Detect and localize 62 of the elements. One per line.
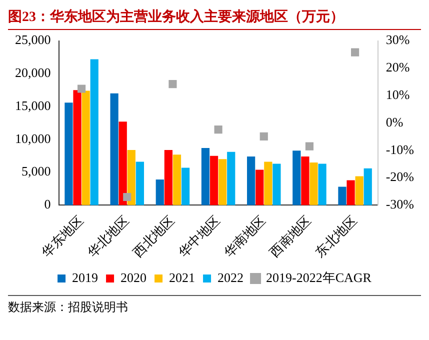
bar <box>301 156 310 206</box>
y2-tick-label: -10% <box>386 142 414 157</box>
bar <box>256 170 264 206</box>
bar <box>82 90 90 206</box>
bar <box>127 150 136 206</box>
bar <box>338 186 346 206</box>
legend-label: 2022 <box>218 270 244 285</box>
y-tick-label: 25,000 <box>15 32 51 48</box>
y-tick-label: 15,000 <box>15 98 51 113</box>
y2-tick-label: -20% <box>386 169 414 184</box>
bar <box>156 180 164 206</box>
y2-tick-label: 30% <box>386 32 410 48</box>
bar <box>110 93 118 206</box>
bar <box>172 154 182 206</box>
bar <box>318 164 326 206</box>
bar <box>164 150 172 206</box>
bar <box>181 168 190 206</box>
bar <box>346 180 355 206</box>
y2-tick-label: 0% <box>386 114 404 130</box>
x-tick-label: 西北地区 <box>130 212 178 260</box>
x-tick-label: 华北地区 <box>84 212 132 260</box>
legend-label: 2020 <box>120 270 147 285</box>
point <box>123 192 132 202</box>
y-tick-label: 10,000 <box>15 130 51 146</box>
y-tick-label: 20,000 <box>15 65 51 80</box>
bar <box>272 164 281 206</box>
bar <box>118 122 127 206</box>
y2-tick-label: 20% <box>386 60 410 75</box>
legend-label: 2021 <box>169 270 196 285</box>
bar <box>218 159 227 206</box>
point <box>168 80 177 88</box>
bar <box>64 102 73 206</box>
bar <box>310 162 318 206</box>
bar <box>201 148 210 206</box>
legend-label: 2019 <box>72 270 98 285</box>
point <box>78 84 86 93</box>
x-tick-label: 华中地区 <box>175 212 223 260</box>
bar <box>227 152 236 206</box>
x-tick-label: 西南地区 <box>266 212 314 260</box>
bar <box>355 176 364 206</box>
bar <box>247 156 256 206</box>
legend-label: 2019-2022年CAGR <box>266 270 372 285</box>
point <box>351 48 360 56</box>
y-tick-label: 5,000 <box>22 164 51 179</box>
y-tick-label: 0 <box>44 196 51 212</box>
x-tick-label: 东北地区 <box>312 212 360 260</box>
bar <box>136 162 144 206</box>
point <box>305 142 314 150</box>
source-note: 数据来源：招股说明书 <box>8 299 129 316</box>
bar <box>264 162 272 206</box>
bar <box>292 150 301 206</box>
x-tick-label: 华南地区 <box>221 212 268 260</box>
chart-title: 图23：华东地区为主营业务收入主要来源地区（万元） <box>8 8 421 30</box>
point <box>214 126 222 134</box>
point <box>260 132 268 140</box>
bar <box>73 90 82 206</box>
y2-tick-label: -30% <box>386 196 414 212</box>
bar <box>210 156 218 206</box>
y2-tick-label: 10% <box>386 87 410 102</box>
x-tick-label: 华东地区 <box>38 212 86 260</box>
bar <box>90 59 98 206</box>
bar <box>364 168 372 206</box>
